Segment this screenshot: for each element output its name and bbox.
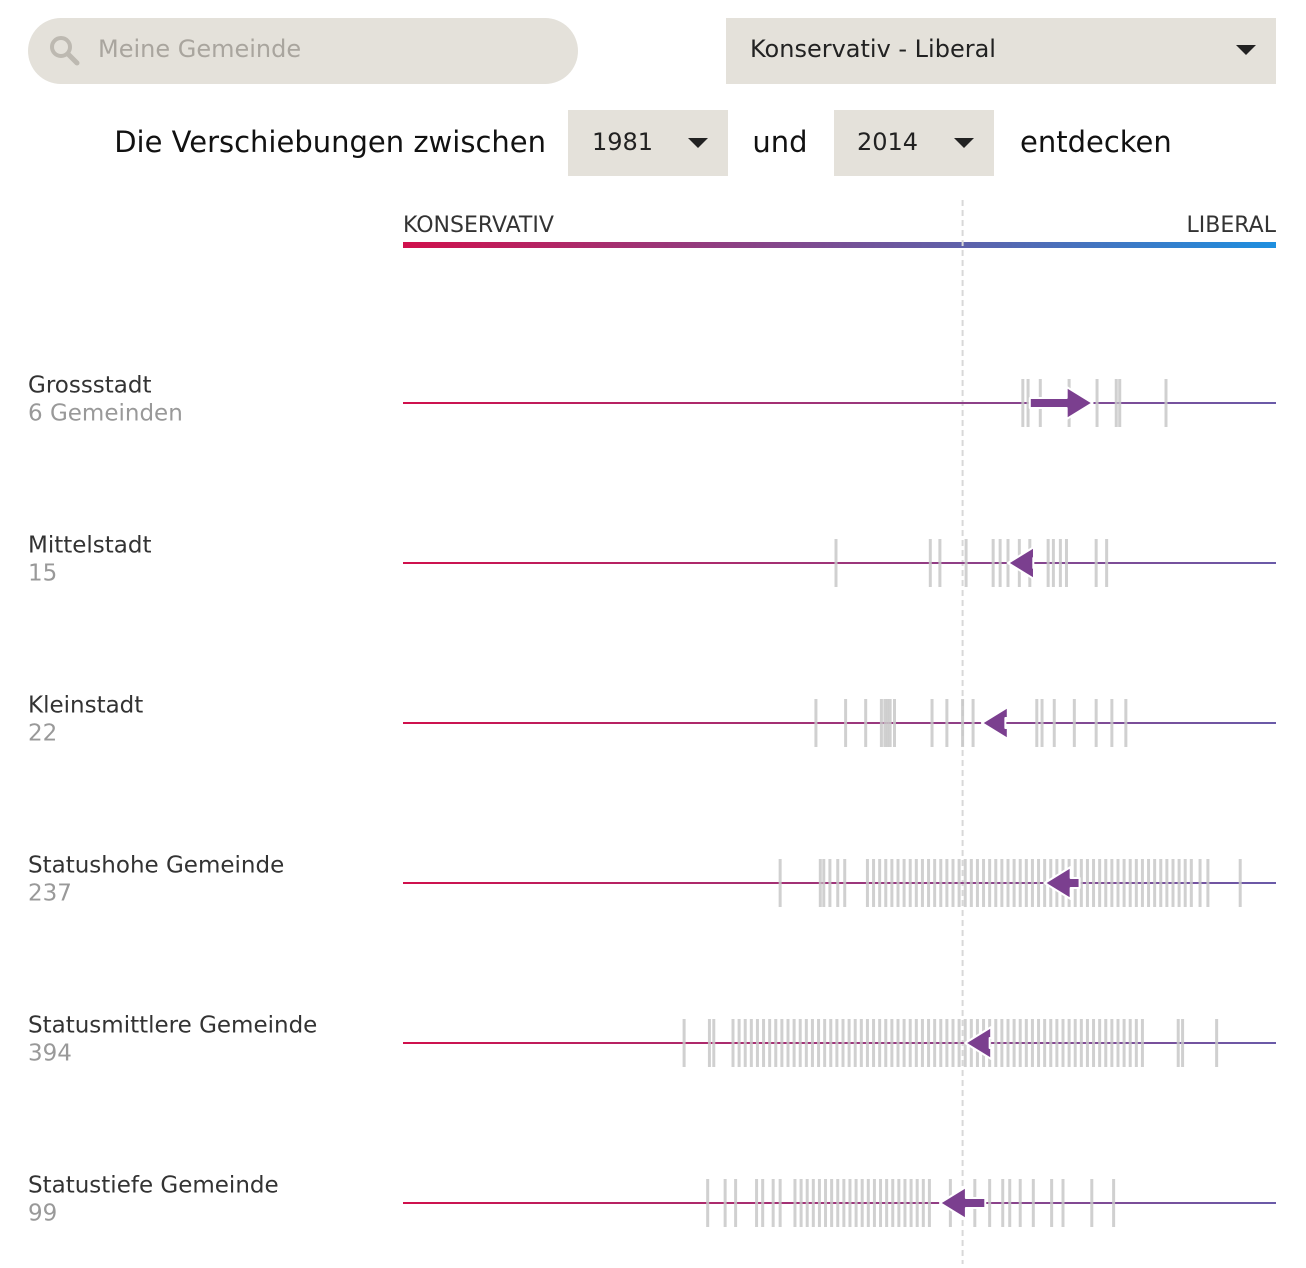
shift-arrow (1043, 866, 1081, 900)
period-suffix: entdecken (1020, 125, 1172, 159)
row-name: Grossstadt (28, 373, 152, 399)
row-count: 6 Gemeinden (28, 401, 183, 427)
select-caret (954, 138, 974, 148)
axis-right-label: LIBERAL (1187, 213, 1277, 238)
year-to-select[interactable]: 2014 (834, 110, 994, 176)
axis-dropdown[interactable]: Konservativ - Liberal (726, 18, 1276, 84)
dropdown-box[interactable] (726, 18, 1276, 84)
shift-arrow (980, 706, 1009, 740)
period-conjunction: und (752, 125, 807, 159)
year-from-select[interactable]: 1981 (568, 110, 728, 176)
select-value: 1981 (592, 128, 653, 156)
shift-arrow (1006, 546, 1035, 580)
select-caret (688, 138, 708, 148)
row-count: 99 (28, 1201, 57, 1227)
search-field[interactable] (28, 18, 578, 84)
dropdown-value: Konservativ - Liberal (750, 35, 996, 63)
row-name: Statushohe Gemeinde (28, 853, 284, 879)
axis-left-label: KONSERVATIV (403, 213, 554, 238)
shift-arrow (938, 1186, 987, 1220)
search-placeholder: Meine Gemeinde (98, 35, 301, 63)
row-count: 15 (28, 561, 57, 587)
row-count: 22 (28, 721, 57, 747)
row-count: 237 (28, 881, 72, 907)
shift-arrow (964, 1026, 993, 1060)
row-count: 394 (28, 1041, 72, 1067)
row-name: Statustiefe Gemeinde (28, 1173, 279, 1199)
dropdown-caret (1236, 45, 1256, 55)
row-name: Statusmittlere Gemeinde (28, 1013, 317, 1039)
axis-gradient-bar (403, 242, 1276, 248)
select-value: 2014 (857, 128, 918, 156)
row-name: Kleinstadt (28, 693, 143, 719)
row-name: Mittelstadt (28, 533, 152, 559)
search-icon (50, 36, 72, 58)
shift-arrow (1028, 386, 1094, 420)
period-prefix: Die Verschiebungen zwischen (114, 125, 546, 159)
search-box[interactable]: Meine Gemeinde (28, 18, 578, 84)
search-icon-handle (65, 51, 80, 66)
